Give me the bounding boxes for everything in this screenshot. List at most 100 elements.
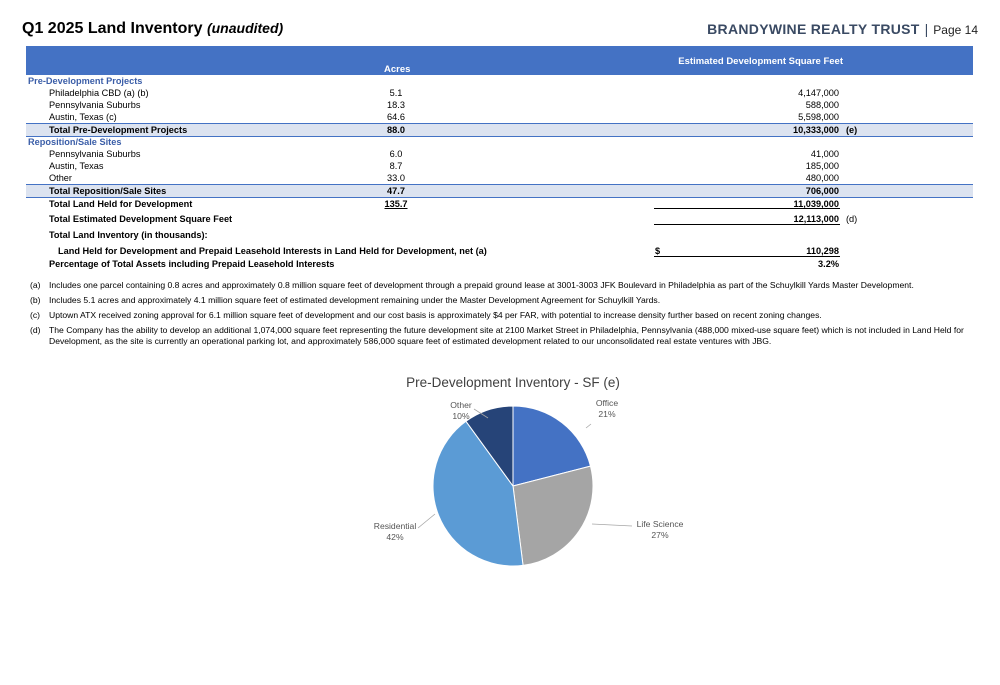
inventory-heading: Total Land Inventory (in thousands): — [49, 230, 208, 240]
total-acres: 47.7 — [387, 186, 405, 196]
table-row: Austin, Texas 8.7 185,000 — [26, 160, 973, 172]
est-dev-label: Total Estimated Development Square Feet — [49, 214, 233, 224]
chart-title: Pre-Development Inventory - SF (e) — [406, 375, 620, 390]
total-footnote-ref: (e) — [846, 125, 858, 135]
row-sf: 41,000 — [810, 149, 839, 159]
leader-line — [473, 408, 489, 419]
pct-assets-label: Percentage of Total Assets including Pre… — [49, 259, 335, 269]
leader-lines — [417, 408, 633, 529]
row-label: Austin, Texas — [49, 161, 104, 171]
total-acres: 88.0 — [387, 125, 405, 135]
underline-rule — [654, 224, 840, 225]
leader-line — [585, 423, 592, 429]
footnote: (c) Uptown ATX received zoning approval … — [30, 310, 970, 322]
footnote-mark: (b) — [30, 295, 41, 305]
brand-header: BRANDYWINE REALTY TRUST | Page 14 — [707, 21, 978, 37]
total-row: Total Pre-Development Projects 88.0 10,3… — [26, 123, 973, 137]
pct-assets-row: Percentage of Total Assets including Pre… — [26, 258, 973, 270]
row-sf: 4,147,000 — [798, 88, 839, 98]
pie-label-residential: Residential 42% — [367, 521, 423, 543]
est-dev-footnote-ref: (d) — [846, 214, 858, 224]
row-label: Austin, Texas (c) — [49, 112, 117, 122]
table-row: Pennsylvania Suburbs 18.3 588,000 — [26, 99, 973, 111]
row-label: Philadelphia CBD (a) (b) — [49, 88, 149, 98]
est-dev-row: Total Estimated Development Square Feet … — [26, 213, 973, 225]
row-label: Other — [49, 173, 72, 183]
row-acres: 5.1 — [389, 88, 403, 98]
row-acres: 33.0 — [387, 173, 405, 183]
row-sf: 588,000 — [805, 100, 839, 110]
footnote-text: Includes one parcel containing 0.8 acres… — [49, 280, 914, 290]
row-sf: 480,000 — [805, 173, 839, 183]
slice-percent: 10% — [452, 411, 470, 421]
land-held-row: Total Land Held for Development 135.7 11… — [26, 198, 973, 210]
pie-slice-other — [465, 405, 514, 488]
section-heading-row: Pre-Development Projects — [26, 75, 973, 87]
title-qualifier: (unaudited) — [206, 20, 284, 36]
land-held-sf: 11,039,000 — [793, 199, 839, 209]
row-acres: 64.6 — [387, 112, 405, 122]
row-label: Pennsylvania Suburbs — [49, 149, 141, 159]
footnote-text: Uptown ATX received zoning approval for … — [49, 310, 822, 320]
total-label: Total Reposition/Sale Sites — [49, 186, 167, 196]
slice-percent: 27% — [651, 530, 669, 540]
footnote-text: The Company has the ability to develop a… — [49, 325, 964, 347]
slice-percent: 21% — [598, 409, 616, 419]
total-sf: 10,333,000 — [793, 125, 839, 135]
row-acres: 6.0 — [389, 149, 403, 159]
slice-name: Other — [450, 400, 472, 410]
land-held-net-value: 110,298 — [806, 246, 839, 256]
table-row: Austin, Texas (c) 64.6 5,598,000 — [26, 111, 973, 123]
inventory-heading-row: Total Land Inventory (in thousands): — [26, 229, 973, 241]
currency-symbol: $ — [655, 246, 661, 256]
pre-dev-heading: Pre-Development Projects — [28, 76, 143, 86]
land-held-net-label: Land Held for Development and Prepaid Le… — [58, 246, 487, 256]
company-name: BRANDYWINE REALTY TRUST — [707, 21, 920, 37]
slice-name: Residential — [373, 521, 417, 531]
table-row: Philadelphia CBD (a) (b) 5.1 4,147,000 — [26, 87, 973, 99]
pie-slice-office — [512, 405, 592, 487]
pie-label-life-science: Life Science 27% — [630, 519, 690, 541]
est-dev-sf: 12,113,000 — [793, 214, 839, 224]
reposition-heading: Reposition/Sale Sites — [28, 137, 122, 147]
leader-line — [417, 513, 436, 529]
slice-percent: 42% — [386, 532, 404, 542]
pie-label-office: Office 21% — [590, 398, 624, 420]
brand-separator: | — [924, 21, 929, 37]
table-row: Other 33.0 480,000 — [26, 172, 973, 184]
leader-line — [591, 523, 633, 527]
row-label: Pennsylvania Suburbs — [49, 100, 141, 110]
footnote-mark: (a) — [30, 280, 41, 290]
underline-rule — [654, 208, 840, 209]
row-sf: 5,598,000 — [798, 112, 839, 122]
pct-assets-value: 3.2% — [818, 259, 839, 269]
footnote: (a) Includes one parcel containing 0.8 a… — [30, 280, 970, 292]
footnote-mark: (d) — [30, 325, 41, 335]
row-acres: 18.3 — [387, 100, 405, 110]
pie-slice-residential — [432, 420, 524, 567]
footnote-text: Includes 5.1 acres and approximately 4.1… — [49, 295, 661, 305]
page-number: Page 14 — [933, 23, 978, 37]
pie-slice-life-science — [512, 465, 594, 566]
footnote: (d) The Company has the ability to devel… — [30, 325, 970, 349]
total-sf: 706,000 — [805, 186, 839, 196]
table-header: Acres Estimated Development Square Feet — [26, 46, 973, 75]
underline-rule — [654, 256, 840, 257]
land-held-label: Total Land Held for Development — [49, 199, 193, 209]
footnote-mark: (c) — [30, 310, 41, 320]
total-row: Total Reposition/Sale Sites 47.7 706,000 — [26, 184, 973, 198]
slice-name: Life Science — [636, 519, 684, 529]
pie-slices — [432, 405, 594, 567]
title-text: Q1 2025 Land Inventory — [22, 20, 203, 37]
footnote: (b) Includes 5.1 acres and approximately… — [30, 295, 970, 307]
land-held-acres: 135.7 — [384, 199, 408, 209]
sf-column-header: Estimated Development Square Feet — [678, 56, 843, 67]
section-heading-row: Reposition/Sale Sites — [26, 136, 973, 148]
pie-label-other: Other 10% — [444, 400, 478, 422]
row-sf: 185,000 — [805, 161, 839, 171]
total-label: Total Pre-Development Projects — [49, 125, 188, 135]
row-acres: 8.7 — [389, 161, 403, 171]
land-held-net-row: Land Held for Development and Prepaid Le… — [26, 245, 973, 257]
acres-column-header: Acres — [384, 64, 411, 75]
